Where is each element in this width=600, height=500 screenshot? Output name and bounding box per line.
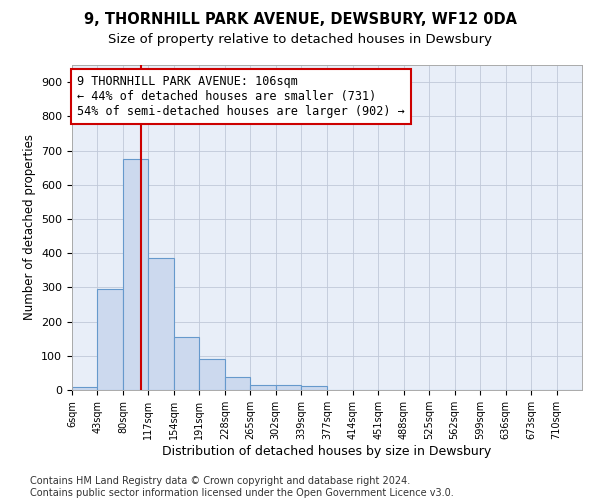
X-axis label: Distribution of detached houses by size in Dewsbury: Distribution of detached houses by size … (163, 445, 491, 458)
Bar (225, 377, 250, 390)
Bar (123, 159, 148, 390)
Y-axis label: Number of detached properties: Number of detached properties (23, 134, 35, 320)
Text: Size of property relative to detached houses in Dewsbury: Size of property relative to detached ho… (108, 32, 492, 46)
Bar (199, 359, 225, 390)
Bar (276, 385, 301, 390)
Text: 9, THORNHILL PARK AVENUE, DEWSBURY, WF12 0DA: 9, THORNHILL PARK AVENUE, DEWSBURY, WF12… (83, 12, 517, 28)
Text: 9 THORNHILL PARK AVENUE: 106sqm
← 44% of detached houses are smaller (731)
54% o: 9 THORNHILL PARK AVENUE: 106sqm ← 44% of… (77, 74, 405, 118)
Bar (250, 385, 276, 390)
Bar (174, 337, 199, 390)
Bar (148, 258, 174, 390)
Bar (301, 386, 328, 390)
Bar (72, 386, 97, 390)
Bar (97, 289, 123, 390)
Text: Contains HM Land Registry data © Crown copyright and database right 2024.
Contai: Contains HM Land Registry data © Crown c… (30, 476, 454, 498)
